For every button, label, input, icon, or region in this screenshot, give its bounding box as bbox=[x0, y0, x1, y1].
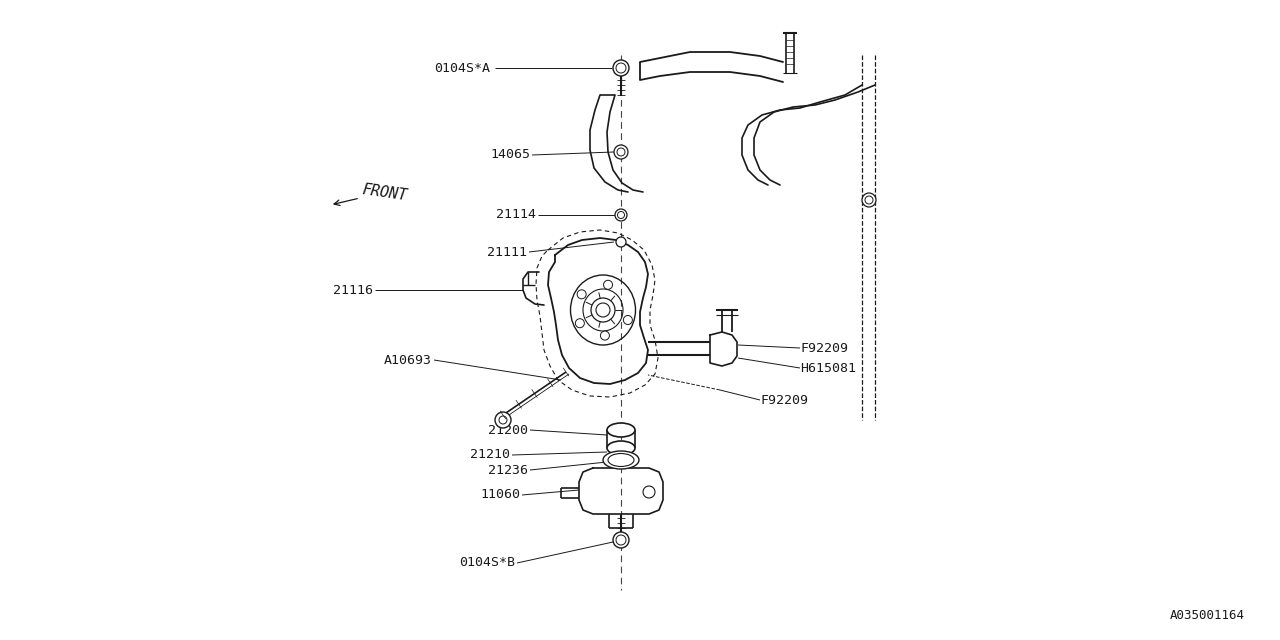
Text: H615081: H615081 bbox=[800, 362, 856, 374]
Circle shape bbox=[613, 60, 628, 76]
Ellipse shape bbox=[607, 441, 635, 455]
Circle shape bbox=[623, 316, 632, 324]
Text: 21210: 21210 bbox=[470, 449, 509, 461]
Text: F92209: F92209 bbox=[760, 394, 808, 406]
Circle shape bbox=[861, 193, 876, 207]
Text: F92209: F92209 bbox=[800, 342, 849, 355]
Text: 14065: 14065 bbox=[490, 148, 530, 161]
Circle shape bbox=[614, 145, 628, 159]
Text: FRONT: FRONT bbox=[361, 182, 408, 204]
Text: A10693: A10693 bbox=[384, 353, 433, 367]
Circle shape bbox=[614, 209, 627, 221]
Text: 21200: 21200 bbox=[488, 424, 529, 436]
Text: 0104S*A: 0104S*A bbox=[434, 61, 490, 74]
Text: 21236: 21236 bbox=[488, 463, 529, 477]
Text: 21116: 21116 bbox=[333, 284, 372, 296]
Text: 21114: 21114 bbox=[497, 209, 536, 221]
Circle shape bbox=[613, 532, 628, 548]
Ellipse shape bbox=[603, 451, 639, 469]
Text: A035001164: A035001164 bbox=[1170, 609, 1245, 622]
Circle shape bbox=[604, 280, 613, 289]
Circle shape bbox=[643, 486, 655, 498]
Text: 21111: 21111 bbox=[486, 246, 527, 259]
Ellipse shape bbox=[607, 423, 635, 437]
Circle shape bbox=[600, 331, 609, 340]
Circle shape bbox=[591, 298, 614, 322]
Text: 0104S*B: 0104S*B bbox=[460, 557, 515, 570]
Circle shape bbox=[577, 290, 586, 299]
Circle shape bbox=[576, 319, 585, 328]
Circle shape bbox=[495, 412, 511, 428]
Circle shape bbox=[616, 237, 626, 247]
Text: 11060: 11060 bbox=[480, 488, 520, 502]
